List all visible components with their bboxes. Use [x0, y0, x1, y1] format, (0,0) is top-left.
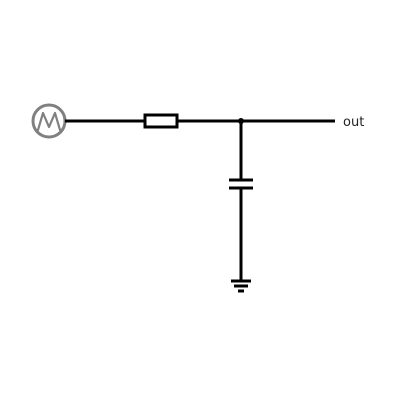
ac-source-wave — [36, 111, 62, 132]
ground-icon — [231, 279, 251, 293]
output-label: out — [343, 115, 364, 130]
resistor-icon — [143, 113, 179, 129]
capacitor-icon — [229, 178, 253, 190]
ac-source-circle — [31, 103, 67, 139]
ac-source-icon — [31, 103, 67, 139]
